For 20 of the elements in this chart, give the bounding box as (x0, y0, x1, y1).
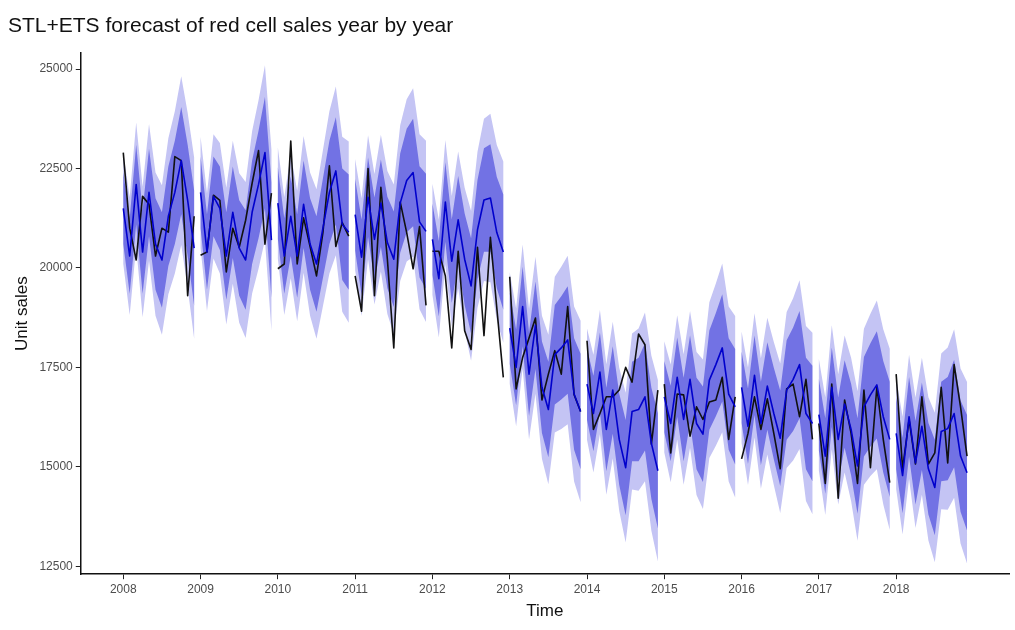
x-tick-label: 2012 (419, 581, 447, 596)
x-axis-title: Time (526, 601, 564, 621)
x-tick-label: 2014 (573, 581, 601, 596)
x-tick-label: 2013 (496, 581, 524, 596)
y-axis-title: Unit sales (11, 276, 31, 352)
y-tick-label: 12500 (39, 558, 74, 573)
x-tick-label: 2010 (264, 581, 292, 596)
y-tick-label: 25000 (39, 61, 74, 76)
x-tick-label: 2018 (882, 581, 910, 596)
x-tick-label: 2011 (342, 581, 369, 596)
x-tick-label: 2016 (728, 581, 756, 596)
x-tick-label: 2009 (187, 581, 215, 596)
chart-title: STL+ETS forecast of red cell sales year by year (8, 13, 454, 37)
y-tick-label: 22500 (39, 160, 74, 175)
y-tick-label: 15000 (39, 459, 74, 474)
y-tick-label: 20000 (39, 260, 74, 275)
x-tick-label: 2008 (109, 581, 137, 596)
x-tick-label: 2015 (650, 581, 678, 596)
x-tick-label: 2017 (805, 581, 833, 596)
y-tick-label: 17500 (39, 359, 74, 374)
